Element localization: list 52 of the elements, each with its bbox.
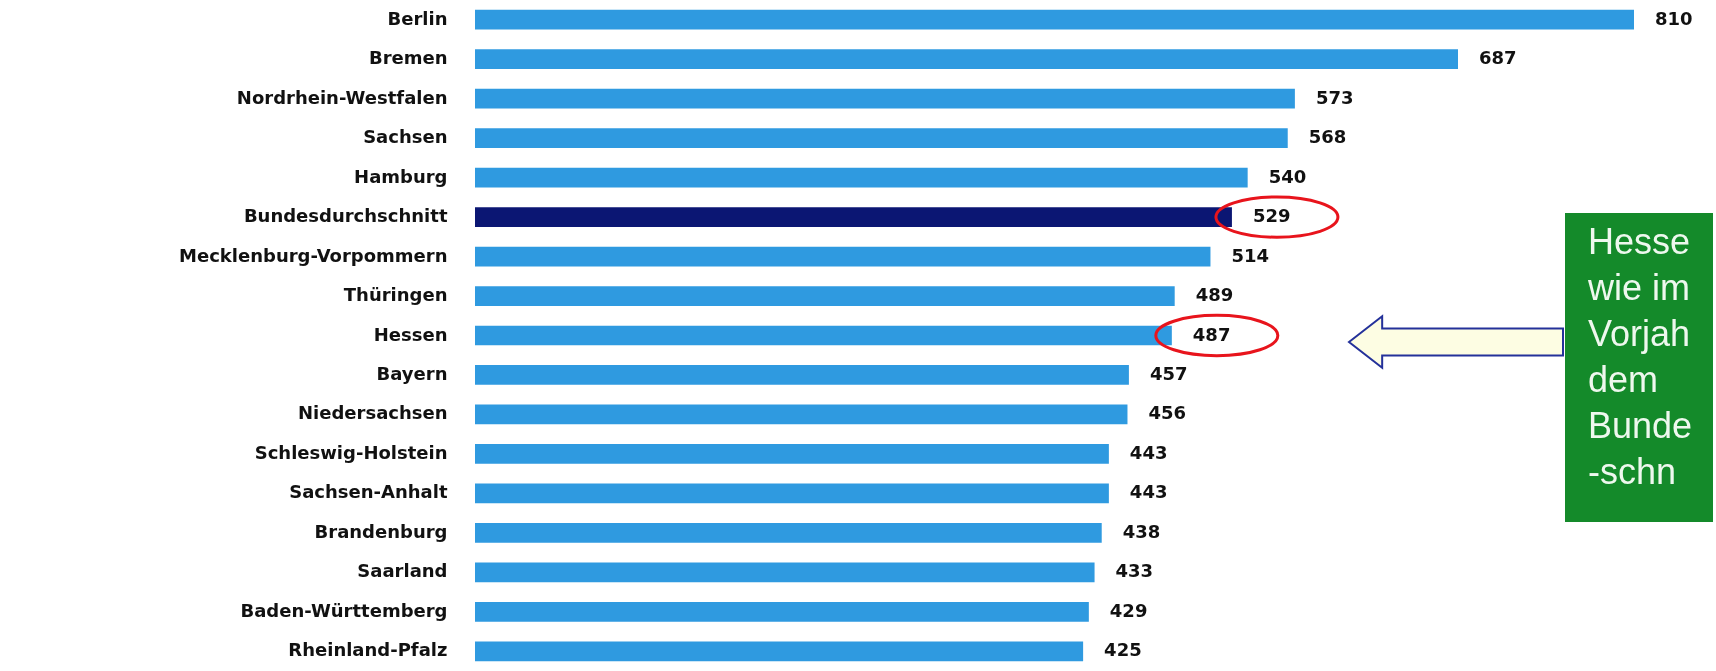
bar [475, 88, 1295, 109]
data-label: 433 [1115, 560, 1154, 582]
data-label: 489 [1195, 284, 1234, 306]
bar [475, 562, 1095, 583]
data-label: 487 [1192, 323, 1231, 345]
bar [475, 49, 1458, 70]
y-tick-label: Bremen [368, 47, 448, 69]
data-label: 810 [1655, 7, 1693, 29]
y-tick-label: Niedersachsen [298, 402, 448, 424]
bar [475, 483, 1109, 504]
y-tick-label: Sachsen [363, 126, 448, 148]
data-label: 514 [1231, 244, 1270, 266]
y-tick-label: Schleswig-Holstein [254, 441, 448, 463]
bar [475, 246, 1211, 267]
y-tick-label: Nordrhein-Westfalen [236, 86, 448, 108]
bar [475, 601, 1089, 622]
data-label: 429 [1109, 599, 1148, 621]
data-label: 425 [1104, 639, 1142, 661]
data-label: 568 [1308, 126, 1347, 148]
data-label: 443 [1129, 441, 1168, 463]
bar [475, 444, 1109, 464]
data-label: 443 [1129, 481, 1168, 503]
y-tick-label: Bayern [376, 362, 448, 384]
y-tick-label: Thüringen [343, 284, 448, 306]
y-tick-label: Hessen [373, 323, 448, 345]
bar [475, 404, 1128, 425]
bar [475, 365, 1129, 385]
y-tick-label: Sachsen-Anhalt [289, 481, 448, 503]
y-tick-label: Saarland [357, 560, 448, 582]
y-tick-label: Berlin [387, 7, 448, 29]
bar [475, 207, 1232, 227]
data-label: 529 [1252, 205, 1291, 227]
bar [475, 641, 1084, 662]
data-label: 573 [1315, 86, 1354, 108]
y-tick-label: Mecklenburg-Vorpommern [179, 244, 448, 266]
y-tick-label: Brandenburg [314, 520, 448, 542]
bar [475, 128, 1288, 149]
bar [475, 325, 1172, 346]
bar [475, 9, 1634, 30]
data-label: 457 [1149, 362, 1188, 384]
data-label: 687 [1479, 47, 1517, 69]
bar [475, 522, 1102, 543]
data-label: 540 [1268, 165, 1307, 187]
y-tick-label: Hamburg [354, 165, 448, 187]
bar [475, 286, 1175, 306]
data-label: 456 [1148, 402, 1187, 424]
data-label: 438 [1122, 520, 1161, 542]
y-tick-label: Baden-Württemberg [240, 599, 448, 621]
bar [475, 167, 1248, 188]
y-tick-label: Bundesdurchschnitt [243, 205, 448, 227]
annotation: Hesse wie im Vorjah dem Bunde -schn [1587, 221, 1693, 492]
y-tick-label: Rheinland-Pfalz [288, 639, 448, 661]
